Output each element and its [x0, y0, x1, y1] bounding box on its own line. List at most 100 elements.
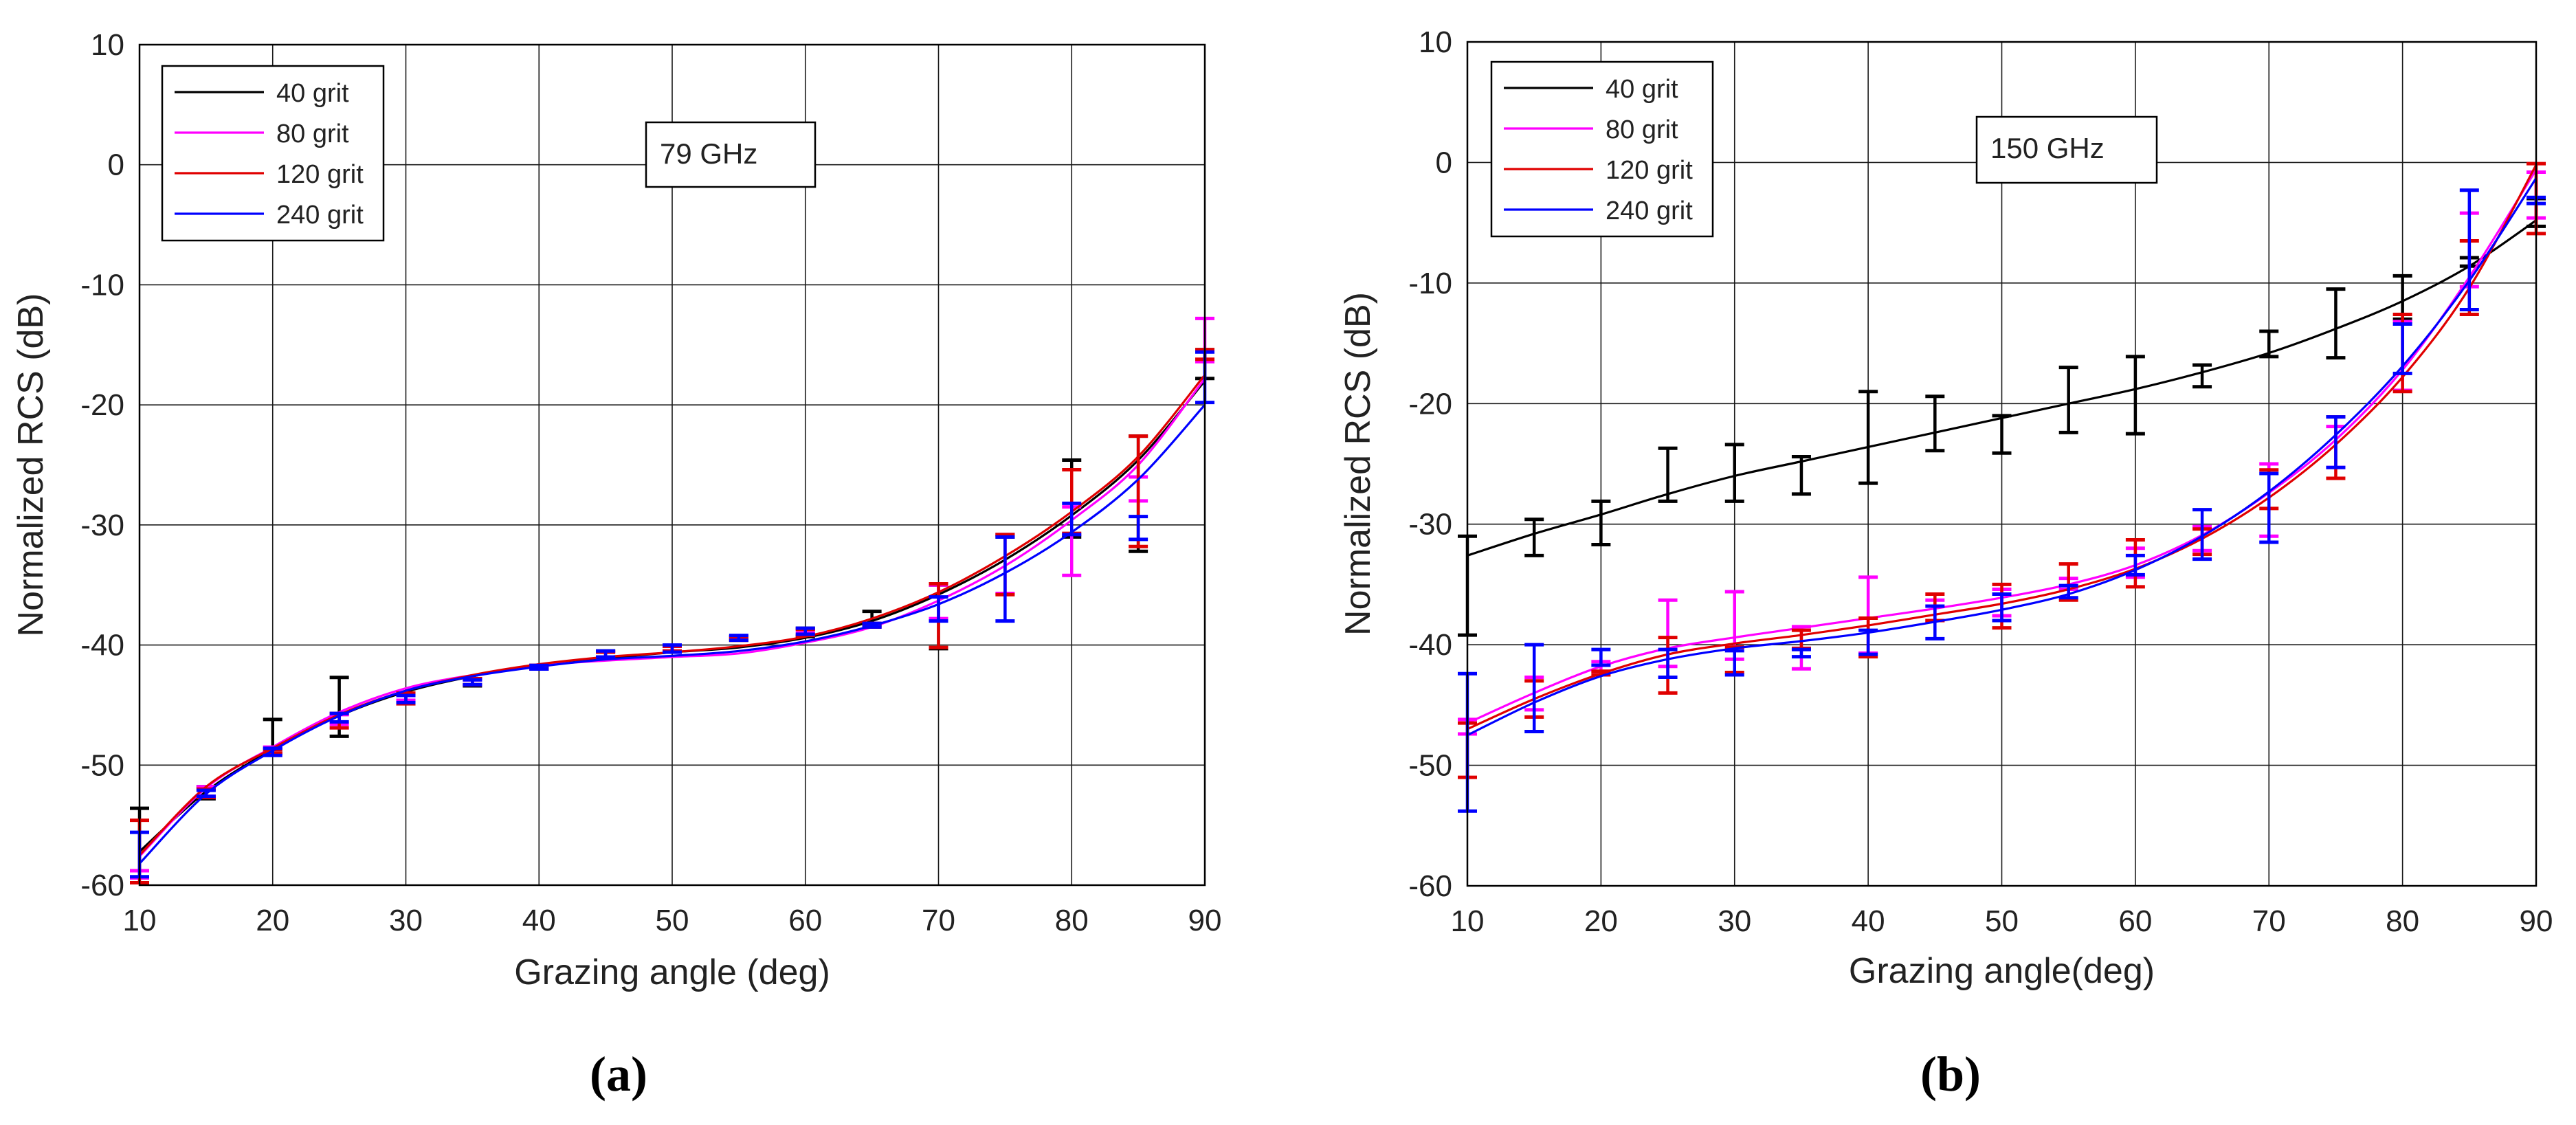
error-bar — [1925, 394, 1945, 453]
legend-label: 240 grit — [1606, 197, 1693, 225]
y-tick-label: -60 — [1408, 869, 1452, 903]
error-bar — [529, 663, 549, 671]
legend-a: 40 grit 80 grit 120 grit 240 grit — [161, 65, 385, 242]
plot-frame-a — [138, 43, 1206, 887]
error-bar — [596, 649, 616, 659]
series-line — [138, 377, 1206, 858]
y-tick-label: 10 — [1419, 25, 1452, 59]
y-tick-label: -60 — [80, 869, 124, 902]
error-bar — [1591, 499, 1611, 547]
error-bar — [2259, 329, 2279, 359]
x-tick-label: 20 — [256, 904, 289, 937]
x-tick-label: 80 — [1055, 904, 1089, 937]
error-bar — [2259, 471, 2279, 544]
legend-label: 80 grit — [276, 120, 349, 148]
annotation-box-a: 79 GHz — [645, 121, 817, 188]
error-bar — [1658, 446, 1678, 503]
y-tick-label: -30 — [1408, 508, 1452, 542]
series-line — [138, 404, 1206, 865]
error-bar — [1791, 647, 1811, 659]
error-bar — [1858, 628, 1878, 656]
series-line — [1467, 169, 2538, 724]
error-bar — [2326, 415, 2346, 469]
x-axis-label-b: Grazing angle(deg) — [1849, 951, 2155, 991]
error-bar — [2058, 583, 2078, 600]
x-tick-label: 10 — [123, 904, 157, 937]
error-bar — [1658, 647, 1678, 680]
error-bar — [2058, 366, 2078, 434]
error-bar — [1791, 454, 1811, 496]
legend-item: 40 grit — [1504, 75, 1678, 104]
x-tick-label: 90 — [1188, 904, 1222, 937]
y-tick-label: -20 — [80, 388, 124, 422]
error-bar — [2192, 363, 2212, 389]
error-bar — [1524, 643, 1544, 733]
error-bar — [1925, 604, 1945, 641]
y-tick-label: -50 — [80, 748, 124, 782]
legend-label: 40 grit — [276, 79, 349, 108]
x-tick-label: 70 — [922, 904, 955, 937]
y-tick-label: -40 — [1408, 628, 1452, 662]
error-bar — [329, 711, 349, 724]
x-tick-label: 80 — [2386, 904, 2419, 938]
y-tick-label: -50 — [1408, 749, 1452, 783]
panel-label-a: (a) — [590, 1047, 647, 1102]
y-tick-label: -40 — [80, 629, 124, 662]
legend-item: 120 grit — [175, 160, 364, 189]
error-bar — [995, 535, 1015, 623]
legend-b: 40 grit 80 grit 120 grit 240 grit — [1490, 60, 1714, 238]
x-tick-label: 50 — [656, 904, 689, 937]
error-bar — [1858, 390, 1878, 485]
legend-label: 120 grit — [276, 160, 364, 189]
legend-item: 80 grit — [1504, 115, 1678, 144]
legend-item: 240 grit — [175, 201, 364, 230]
x-tick-label: 60 — [2118, 904, 2152, 938]
error-bar — [1129, 515, 1148, 542]
error-bar — [1724, 443, 1744, 503]
y-tick-label: 0 — [1436, 146, 1452, 179]
y-tick-label: 0 — [108, 148, 124, 182]
error-bar — [1992, 414, 2012, 455]
legend-box — [1490, 60, 1714, 238]
x-tick-label: 60 — [788, 904, 822, 937]
legend-label: 40 grit — [1606, 75, 1678, 104]
x-tick-label: 10 — [1451, 904, 1485, 938]
error-bar — [396, 693, 416, 704]
legend-item: 120 grit — [1504, 156, 1693, 185]
annotation-text-a: 79 GHz — [660, 137, 757, 170]
error-bar — [2392, 322, 2412, 375]
error-bar — [196, 788, 216, 799]
plot-frame-b — [1466, 41, 2538, 887]
y-tick-label: -30 — [80, 509, 124, 542]
error-bar — [2125, 553, 2145, 577]
y-tick-label: -10 — [80, 268, 124, 302]
x-tick-label: 40 — [1852, 904, 1885, 938]
series-b — [1458, 161, 2546, 813]
y-tick-label: -20 — [1408, 387, 1452, 421]
x-tick-label: 40 — [522, 904, 556, 937]
error-bar — [263, 746, 282, 757]
error-bar — [1591, 647, 1611, 667]
error-bar — [1724, 649, 1744, 677]
legend-label: 80 grit — [1606, 115, 1678, 144]
annotation-box-b: 150 GHz — [1975, 115, 2158, 184]
chart-panel-b: 10 20 30 40 50 60 70 80 90100-10-20-30-40-50-60 … — [1338, 25, 2553, 1102]
x-tick-label: 20 — [1584, 904, 1618, 938]
annotation-text-b: 150 GHz — [1990, 132, 2105, 164]
y-tick-label: 10 — [91, 28, 124, 62]
error-bar — [929, 595, 948, 623]
error-bar — [2125, 355, 2145, 436]
series-a — [130, 316, 1214, 885]
y-axis-label-a: Normalized RCS (dB) — [11, 293, 51, 637]
legend-label: 240 grit — [276, 201, 364, 230]
series-240-grit — [1458, 177, 2546, 813]
error-bar — [2192, 508, 2212, 561]
x-axis-label-a: Grazing angle (deg) — [514, 953, 830, 992]
error-bar — [862, 621, 882, 629]
x-tick-label: 50 — [1985, 904, 2019, 938]
legend-item: 40 grit — [175, 79, 349, 108]
error-bar — [729, 634, 748, 643]
